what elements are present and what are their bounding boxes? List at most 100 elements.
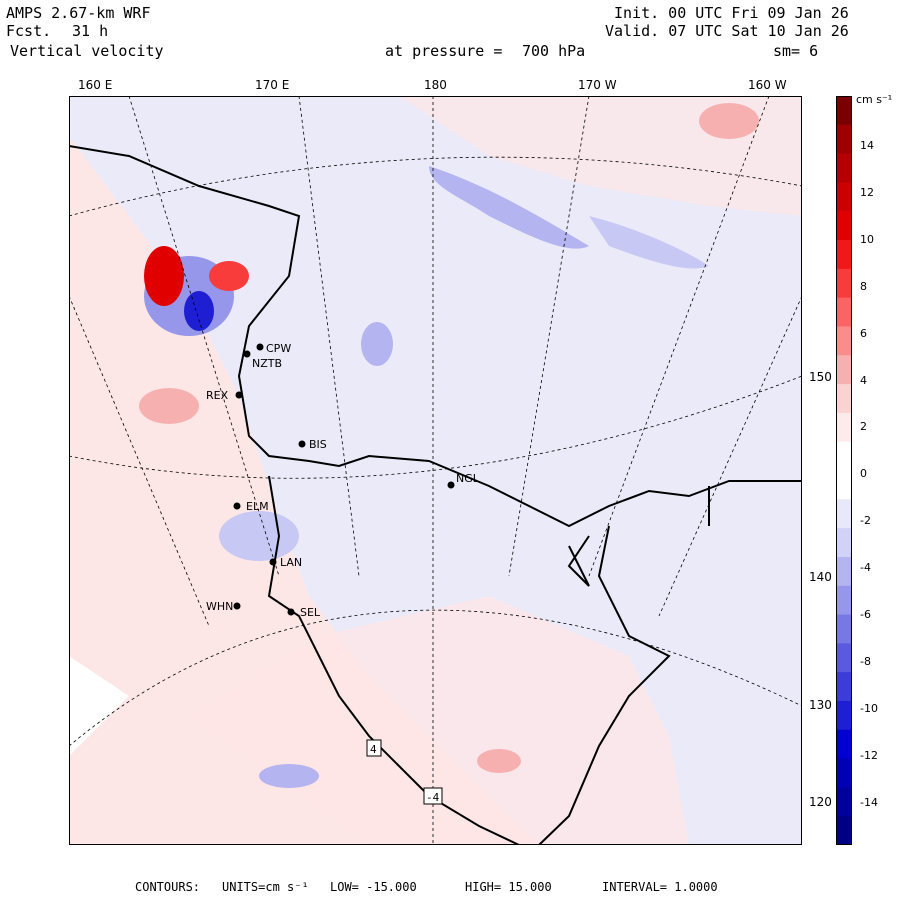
colorbar-swatch: [836, 787, 852, 817]
colorbar-swatch: [836, 124, 852, 155]
station-label-bis: BIS: [309, 438, 327, 451]
model-title: AMPS 2.67-km WRF: [6, 4, 151, 22]
white-corner: [69, 656, 129, 756]
colorbar-tick-label: 10: [860, 232, 874, 246]
station-label-rex: REX: [206, 389, 229, 402]
colorbar-swatch: [836, 355, 852, 385]
negative-blob-3: [259, 764, 319, 788]
station-label-elm: ELM: [246, 500, 269, 513]
colorbar-swatch: [836, 470, 852, 500]
forecast-label: Fcst.: [6, 22, 52, 40]
colorbar-tick-label: -8: [860, 654, 871, 668]
colorbar-swatch: [836, 672, 852, 702]
strong-vertical-motion-cluster: [144, 246, 249, 336]
footer-low: LOW= -15.000: [330, 880, 417, 894]
graticule: [69, 96, 802, 845]
negative-band-1: [429, 166, 589, 249]
colorbar-units: cm s⁻¹: [856, 93, 893, 106]
field-name: Vertical velocity: [10, 42, 164, 60]
station-dot-nztb: [243, 350, 251, 358]
station-dot-elm: [233, 502, 241, 510]
contour-label-neg4: -4: [426, 791, 440, 804]
colorbar-tick-label: 0: [860, 467, 867, 481]
footer-high: HIGH= 15.000: [465, 880, 552, 894]
colorbar-frame: [836, 96, 852, 845]
colorbar: [836, 96, 852, 845]
colorbar-swatch: [836, 297, 852, 327]
lon-label-180: 180: [424, 78, 447, 92]
colorbar-tick-label: -6: [860, 608, 871, 621]
station-dot-rex: [235, 391, 243, 399]
negative-band-2: [589, 216, 709, 269]
positive-region-south: [189, 596, 689, 845]
colorbar-tick-label: 8: [860, 279, 867, 293]
station-label-nztb: NZTB: [252, 357, 283, 370]
station-label-sel: SEL: [300, 606, 321, 619]
valid-time: Valid. 07 UTC Sat 10 Jan 26: [605, 22, 849, 40]
colorbar-tick-label: 2: [860, 420, 867, 434]
coastline: [69, 145, 802, 845]
station-label-whn: WHN: [206, 600, 234, 613]
colorbar-tick-label: -10: [860, 701, 878, 715]
footer-contours: CONTOURS:: [135, 880, 201, 894]
footer-units: UNITS=cm s⁻¹: [222, 880, 309, 894]
colorbar-swatch: [836, 499, 852, 529]
colorbar-swatch: [836, 326, 852, 356]
colorbar-swatch: [836, 211, 852, 241]
lon-label-160w: 160 W: [748, 78, 787, 92]
lon-label-170e: 170 E: [255, 78, 290, 92]
station-dot-whn: [233, 602, 241, 610]
colorbar-tick-label: -2: [860, 514, 871, 528]
colorbar-tick-label: 12: [860, 185, 874, 199]
colorbar-swatch: [836, 816, 852, 845]
station-label-cpw: CPW: [266, 342, 292, 355]
map-frame: [69, 96, 802, 845]
pressure-label: at pressure =: [385, 42, 503, 60]
colorbar-swatch: [836, 240, 852, 270]
contour-box-neg4: [423, 787, 443, 805]
colorbar-tick-label: 4: [860, 373, 867, 387]
contour-box-4: [366, 739, 382, 757]
colorbar-swatch: [836, 182, 852, 212]
station-label-lan: LAN: [280, 556, 303, 569]
positive-blob-3: [477, 749, 521, 773]
colorbar-swatch: [836, 758, 852, 788]
station-dot-sel: [287, 608, 295, 616]
pressure-value: 700 hPa: [522, 42, 586, 60]
colorbar-swatch: [836, 528, 852, 558]
colorbar-swatch: [836, 585, 852, 616]
colorbar-tick-label: -14: [860, 795, 878, 809]
smoothing-label: sm= 6: [773, 42, 819, 60]
colorbar-swatch: [836, 412, 852, 443]
colorbar-swatch: [836, 384, 852, 414]
colorbar-swatch: [836, 643, 852, 673]
colorbar-swatch: [836, 614, 852, 644]
station-dot-bis: [298, 440, 306, 448]
colorbar-swatch: [836, 441, 852, 471]
station-dot-ngl: [447, 481, 455, 489]
footer-interval: INTERVAL= 1.0000: [602, 880, 718, 894]
colorbar-tick-label: 14: [860, 139, 874, 152]
lon-label-160e: 160 E: [78, 78, 113, 92]
negative-blob-2: [219, 511, 299, 561]
colorbar-swatch: [836, 729, 852, 760]
forecast-hours: 31 h: [72, 22, 109, 40]
colorbar-swatch: [836, 153, 852, 183]
station-dot-cpw: [256, 343, 264, 351]
init-time: Init. 00 UTC Fri 09 Jan 26: [614, 4, 849, 22]
colorbar-tick-label: 6: [860, 326, 867, 340]
contour-label-4: 4: [370, 743, 377, 756]
lon-label-170w: 170 W: [578, 78, 617, 92]
negative-blob-1: [361, 322, 393, 366]
colorbar-tick-label: -4: [860, 561, 871, 575]
positive-blob-2: [699, 103, 759, 139]
colorbar-tick-label: -12: [860, 748, 878, 762]
colorbar-swatch: [836, 268, 852, 299]
weather-map: 4 -4: [69, 96, 802, 845]
station-label-ngl: NGL: [456, 472, 479, 485]
colorbar-swatch: [836, 556, 852, 587]
colorbar-swatch: [836, 700, 852, 731]
station-dot-lan: [269, 558, 277, 566]
colorbar-swatch: [836, 96, 852, 126]
positive-blob-1: [139, 388, 199, 424]
